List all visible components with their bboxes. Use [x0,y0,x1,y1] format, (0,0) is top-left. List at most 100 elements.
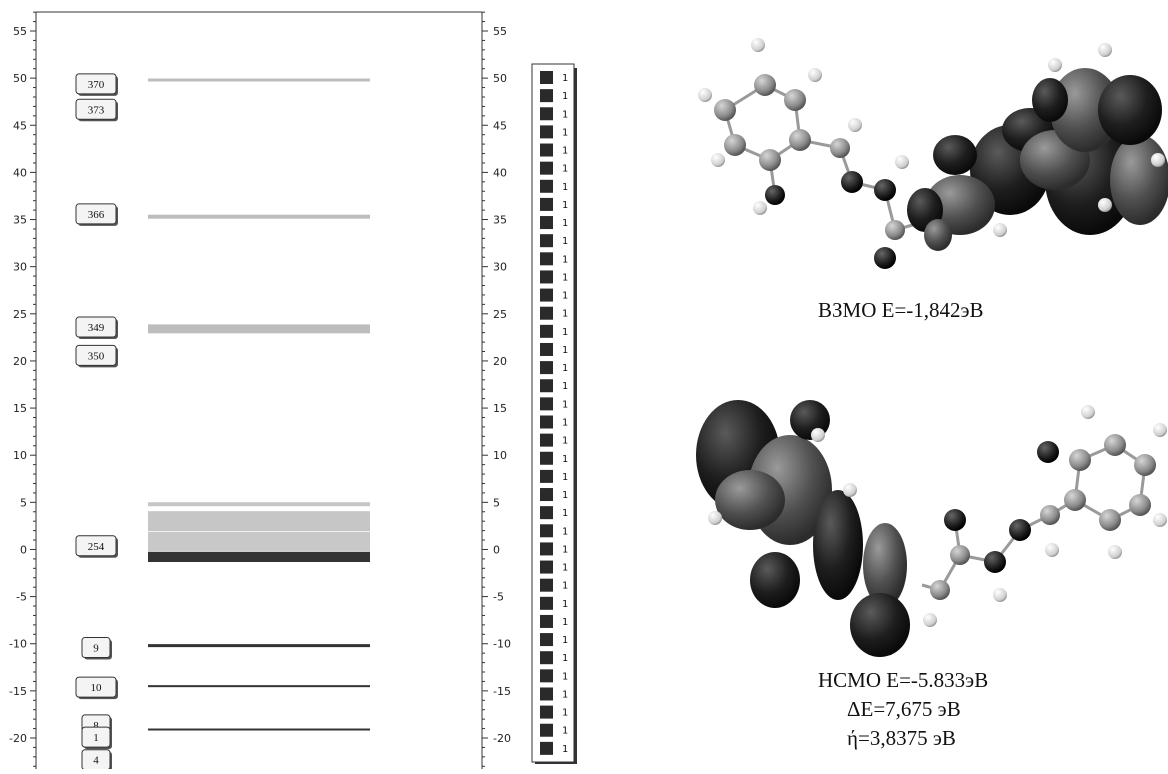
energy-level-line [148,644,370,648]
occupancy-value: 1 [562,345,568,356]
occupancy-square [540,234,553,248]
homo-molecule-image [698,38,1168,269]
orbital-label: 373 [88,104,105,116]
occupancy-value: 1 [562,327,568,338]
right-axis-tick-label: -15 [493,685,511,698]
occupancy-square [540,71,553,84]
occupancy-square [540,143,553,157]
occupancy-value: 1 [562,635,568,646]
occupancy-square [540,506,553,520]
occupancy-value: 1 [562,454,568,465]
energy-level-line [148,214,370,219]
orbital-label-box [75,535,117,557]
occupancy-value: 1 [562,399,568,410]
orbital-label: 254 [88,541,105,553]
occupancy-square [540,596,553,610]
left-axis-tick-label: 35 [13,214,27,227]
occupancy-square [540,107,553,121]
occupancy-value: 1 [562,472,568,483]
orbital-label: 350 [88,350,105,362]
occupancy-square [540,524,553,538]
occupancy-square [540,125,553,139]
occupancy-value: 1 [562,363,568,374]
occupancy-square [540,741,553,755]
occupancy-value: 1 [562,218,568,229]
left-axis-tick-label: 0 [20,543,27,556]
orbital-label-box [81,637,111,659]
occupancy-square [540,578,553,592]
occupancy-square [540,379,553,393]
occupancy-square [540,252,553,266]
energy-level-diagram: 55 50 45 40 35 30 25 20 15 10 5 0 -5 -10 -15 -20 55 50 45 4… [9,11,577,772]
right-axis-tick-label: -10 [493,638,511,651]
left-axis-tick-label: 15 [13,402,27,415]
occupancy-value: 1 [562,418,568,429]
left-axis-tick-label: 5 [20,496,27,509]
left-axis-tick-label: -10 [9,638,27,651]
orbital-label-box [75,203,117,225]
occupancy-value: 1 [562,508,568,519]
occupancy-value: 1 [562,236,568,247]
occupancy-value: 1 [562,671,568,682]
occupancy-value: 1 [562,146,568,157]
orbital-label-box [81,726,111,748]
homo-caption: ВЗМО E=-1,842эВ [818,298,984,322]
occupancy-value: 1 [562,182,568,193]
right-axis-tick-label: -20 [493,732,511,745]
right-axis-tick-label: -5 [493,591,504,604]
lumo-molecule-image [696,400,1167,657]
occupancy-square [540,560,553,574]
right-axis-tick-label: 55 [493,25,507,38]
left-axis-tick-label: 55 [13,25,27,38]
occupancy-square [540,397,553,411]
occupancy-value: 1 [562,708,568,719]
orbital-label: 1 [93,732,99,744]
orbital-label: 4 [93,755,99,767]
occupancy-square [540,270,553,284]
orbital-label: 370 [88,79,105,91]
occupancy-square [540,687,553,701]
occupancy-value: 1 [562,726,568,737]
occupancy-value: 1 [562,109,568,120]
occupancy-value: 1 [562,581,568,592]
orbital-label-box [75,344,117,366]
occupancy-square [540,469,553,483]
occupancy-square [540,306,553,320]
orbital-label: 8 [93,720,99,732]
left-axis-tick-label: 25 [13,308,27,321]
occupancy-value: 1 [562,381,568,392]
energy-level-line [148,728,370,731]
right-axis-tick-label: 30 [493,261,507,274]
occupancy-square [540,542,553,556]
occupancy-square [540,488,553,502]
energy-level-line [148,531,370,552]
left-axis-tick-label: 10 [13,449,27,462]
orbital-label-box [75,316,117,338]
occupancy-square [540,89,553,103]
occupancy-value: 1 [562,490,568,501]
orbital-label-box [75,73,117,95]
left-axis-tick-label: 30 [13,261,27,274]
energy-gap-caption: ΔE=7,675 эВ [847,697,961,721]
occupancy-square [540,216,553,230]
right-axis-tick-label: 25 [493,308,507,321]
left-axis-tick-label: 40 [13,166,27,179]
energy-level-line [148,78,370,82]
right-axis-tick-label: 40 [493,166,507,179]
occupancy-square [540,433,553,447]
right-axis-tick-label: 35 [493,214,507,227]
left-axis-tick-label: 50 [13,72,27,85]
occupancy-square [540,415,553,429]
occupancy-value: 1 [562,744,568,755]
right-axis-tick-label: 5 [493,496,500,509]
occupancy-value: 1 [562,164,568,175]
occupancy-square [540,197,553,211]
occupancy-value: 1 [562,91,568,102]
occupancy-square [540,179,553,193]
occupancy-square [540,451,553,465]
occupancy-square [540,705,553,719]
occupancy-square [540,361,553,375]
orbital-label-box [75,98,117,120]
occupancy-value: 1 [562,127,568,138]
left-axis-tick-label: -5 [16,591,27,604]
